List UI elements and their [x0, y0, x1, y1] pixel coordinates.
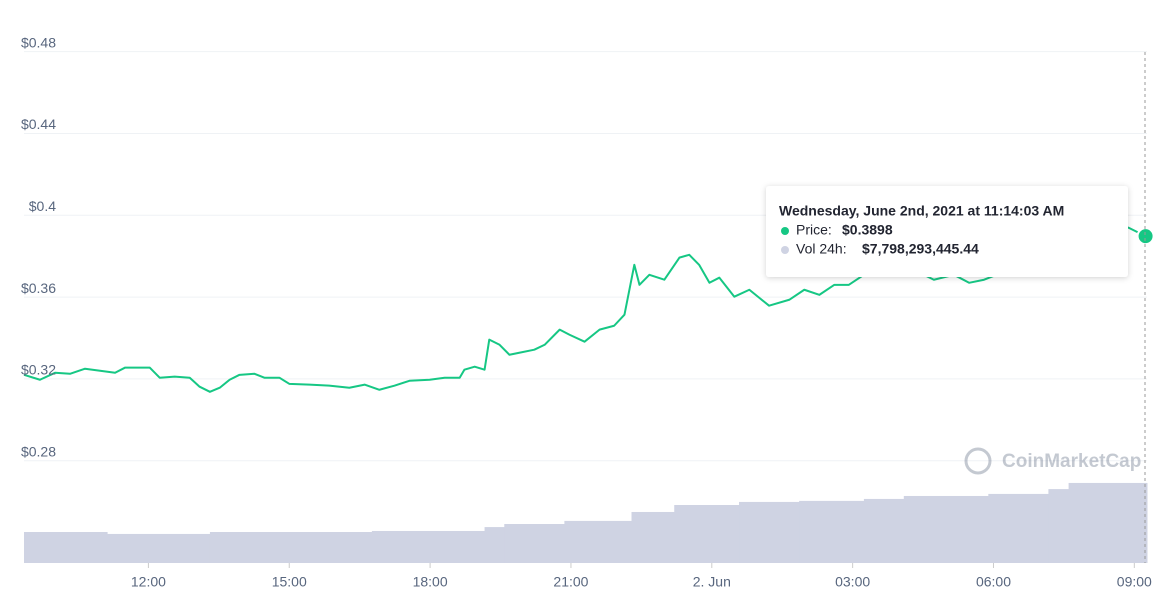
- tooltip-title: Wednesday, June 2nd, 2021 at 11:14:03 AM: [779, 203, 1064, 219]
- tooltip-dot: [781, 227, 789, 235]
- x-tick-label: 15:00: [272, 574, 307, 590]
- volume-bar: [484, 527, 505, 563]
- volume-bar: [903, 495, 989, 563]
- tooltip-value: $0.3898: [842, 222, 893, 238]
- tooltip-label: Price:: [796, 222, 832, 238]
- hover-marker: [1136, 227, 1155, 246]
- volume-bar: [564, 520, 633, 563]
- volume-bar: [1048, 489, 1070, 563]
- volume-bar: [863, 498, 905, 563]
- watermark-text: CoinMarketCap: [1002, 451, 1141, 472]
- x-tick-label: 21:00: [553, 574, 588, 590]
- volume-bar: [371, 530, 486, 563]
- y-tick-label: $0.28: [21, 443, 56, 459]
- volume-bar: [988, 493, 1049, 563]
- y-tick-label: $0.48: [21, 34, 56, 50]
- x-tick-label: 06:00: [976, 574, 1011, 590]
- volume-bar: [504, 523, 565, 563]
- tooltip: Wednesday, June 2nd, 2021 at 11:14:03 AM…: [766, 186, 1128, 277]
- volume-bar: [674, 505, 740, 563]
- y-tick-label: $0.44: [21, 116, 56, 132]
- volume-bar: [739, 501, 800, 563]
- tooltip-box: [766, 186, 1128, 277]
- watermark: CoinMarketCap: [964, 447, 1141, 475]
- y-tick-label: $0.4: [29, 198, 56, 214]
- x-tick-label: 12:00: [131, 574, 166, 590]
- volume-bar: [631, 511, 675, 563]
- tooltip-value: $7,798,293,445.44: [862, 241, 979, 257]
- x-tick-label: 2. Jun: [693, 574, 731, 590]
- volume-bar: [107, 533, 211, 563]
- tooltip-dot: [781, 246, 789, 254]
- volume-bar: [24, 531, 108, 563]
- volume-bar: [799, 500, 865, 563]
- y-tick-label: $0.36: [21, 280, 56, 296]
- volume-bar: [1068, 482, 1148, 563]
- x-tick-label: 18:00: [413, 574, 448, 590]
- price-line: [23, 216, 1147, 393]
- y-tick-label: $0.32: [21, 362, 56, 378]
- tooltip-label: Vol 24h:: [796, 241, 847, 257]
- volume-bar: [209, 531, 373, 563]
- x-tick-label: 09:00: [1117, 574, 1152, 590]
- x-tick-label: 03:00: [835, 574, 870, 590]
